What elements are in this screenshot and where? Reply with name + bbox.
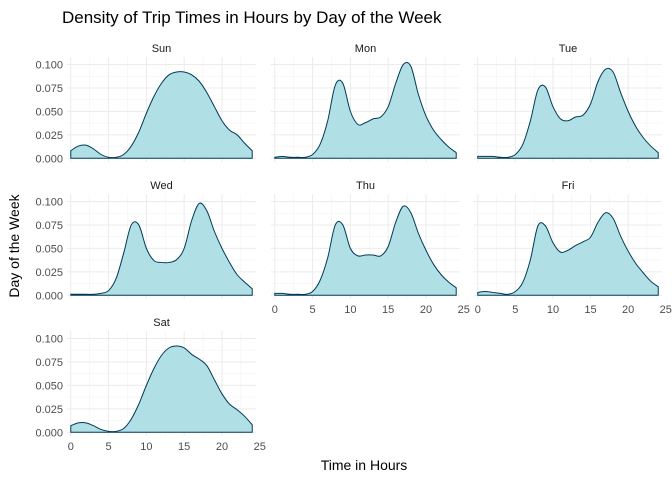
x-tick-label: 25	[660, 304, 672, 316]
y-tick-label: 0.025	[35, 130, 63, 142]
facet-panels: Sun 0.000 0.025 0.050 0.075 0.100 Mon Tue Wed 0.0…	[35, 43, 671, 453]
x-tick-label: 10	[547, 304, 559, 316]
x-tick-label: 25	[458, 304, 470, 316]
panel-sun: Sun 0.000 0.025 0.050 0.075 0.100	[35, 43, 256, 165]
chart-title: Density of Trip Times in Hours by Day of…	[62, 8, 442, 27]
density-area-fri	[477, 212, 659, 296]
y-tick-label: 0.100	[35, 197, 63, 209]
density-area-tue	[477, 67, 659, 159]
x-tick-label: 20	[622, 304, 634, 316]
strip-label-tue: Tue	[559, 43, 578, 55]
y-tick-label: 0.000	[35, 427, 63, 439]
y-tick-label: 0.000	[35, 153, 63, 165]
x-tick-label: 5	[310, 304, 316, 316]
y-tick-label: 0.100	[35, 60, 63, 72]
panel-tue: Tue	[474, 43, 662, 162]
strip-label-thu: Thu	[356, 180, 375, 192]
x-tick-label: 15	[382, 304, 394, 316]
y-tick-label: 0.100	[35, 334, 63, 346]
density-area-mon	[274, 62, 457, 159]
x-tick-label: 20	[216, 441, 228, 453]
panel-fri: Fri 0 5 10 15 20 25	[474, 180, 672, 316]
y-tick-label: 0.050	[35, 106, 63, 118]
strip-label-sun: Sun	[152, 43, 172, 55]
x-tick-label: 5	[106, 441, 112, 453]
strip-label-sat: Sat	[153, 317, 170, 329]
x-axis-title: Time in Hours	[321, 457, 408, 473]
x-tick-label: 0	[272, 304, 278, 316]
panel-mon: Mon	[271, 43, 460, 162]
panel-sat: Sat 0.000 0.025 0.050 0.075 0.100 0 5 10 15 20 25	[35, 317, 265, 453]
y-tick-label: 0.075	[35, 83, 63, 95]
x-tick-label: 0	[475, 304, 481, 316]
x-tick-label: 5	[512, 304, 518, 316]
x-tick-label: 15	[178, 441, 190, 453]
density-area-thu	[274, 205, 457, 296]
y-tick-label: 0.025	[35, 404, 63, 416]
y-tick-label: 0.075	[35, 357, 63, 369]
density-area-wed	[70, 202, 253, 296]
y-tick-label: 0.000	[35, 290, 63, 302]
density-area-sat	[70, 345, 253, 433]
strip-label-wed: Wed	[150, 180, 172, 192]
x-tick-label: 0	[68, 441, 74, 453]
y-tick-label: 0.050	[35, 243, 63, 255]
density-area-sun	[70, 71, 253, 159]
x-tick-label: 10	[344, 304, 356, 316]
x-tick-label: 25	[254, 441, 266, 453]
x-tick-label: 20	[420, 304, 432, 316]
y-axis-title: Day of the Week	[6, 193, 22, 297]
panel-wed: Wed 0.000 0.025 0.050 0.075 0.100	[35, 180, 256, 302]
y-tick-label: 0.075	[35, 220, 63, 232]
strip-label-mon: Mon	[355, 43, 376, 55]
x-tick-label: 15	[584, 304, 596, 316]
y-tick-label: 0.025	[35, 267, 63, 279]
x-tick-label: 10	[140, 441, 152, 453]
panel-thu: Thu 0 5 10 15 20 25	[271, 180, 470, 316]
y-tick-label: 0.050	[35, 380, 63, 392]
strip-label-fri: Fri	[562, 180, 575, 192]
